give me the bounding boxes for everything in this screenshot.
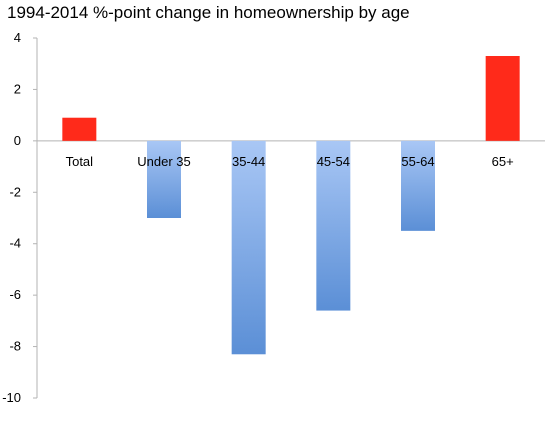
- y-tick-label: 0: [14, 133, 21, 148]
- y-tick-label: 4: [14, 30, 21, 45]
- category-label: Under 35: [137, 154, 190, 169]
- category-label: Total: [66, 154, 94, 169]
- bar-total: [62, 117, 97, 141]
- y-tick-label: -8: [9, 339, 21, 354]
- bar-55-64: [401, 140, 435, 231]
- y-tick-label: -2: [9, 184, 21, 199]
- y-tick-label: 2: [14, 81, 21, 96]
- bar-35-44: [231, 140, 266, 355]
- category-label: 65+: [492, 154, 514, 169]
- bar-65-: [485, 56, 520, 141]
- category-label: 35-44: [232, 154, 265, 169]
- bar-under-35: [147, 140, 181, 218]
- y-tick-label: -6: [9, 287, 21, 302]
- chart-title: 1994-2014 %-point change in homeownershi…: [7, 3, 410, 22]
- y-tick-label: -4: [9, 236, 21, 251]
- category-label: 45-54: [317, 154, 350, 169]
- bar-45-54: [316, 140, 351, 311]
- category-label: 55-64: [401, 154, 434, 169]
- y-tick-label: -10: [2, 390, 21, 405]
